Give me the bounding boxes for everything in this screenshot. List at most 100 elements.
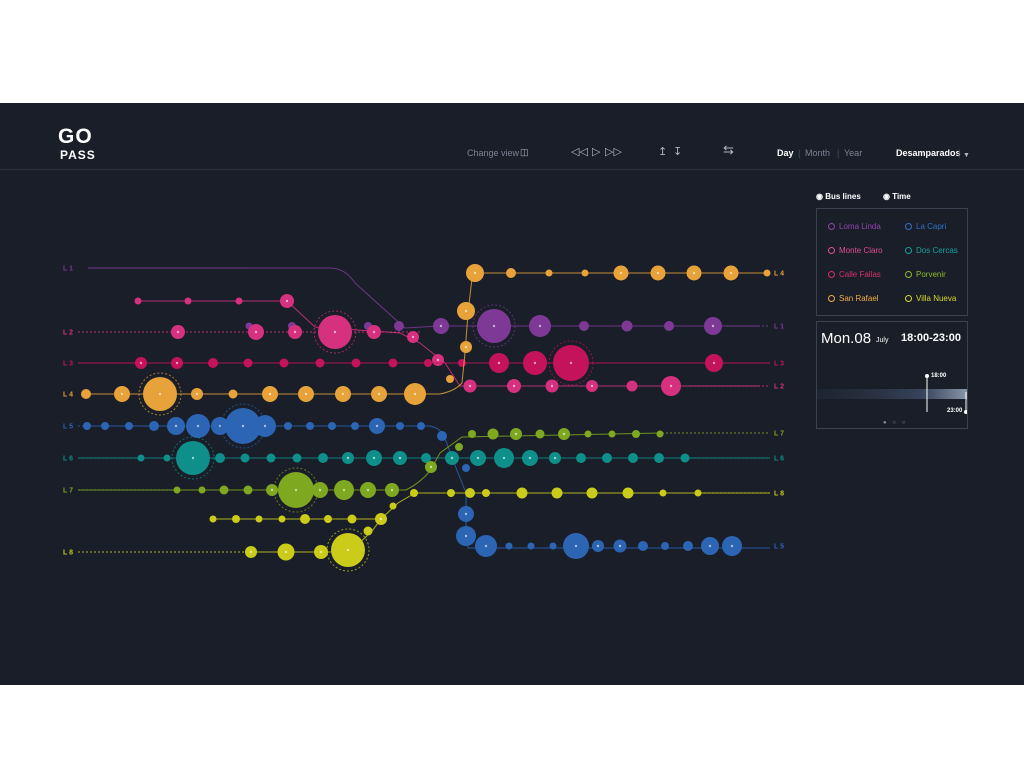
bus-stop — [446, 375, 454, 383]
route-line — [138, 300, 760, 387]
bus-stop — [394, 321, 404, 331]
stop-center — [429, 465, 433, 469]
bus-stop — [628, 453, 638, 463]
bus-stop — [215, 453, 225, 463]
logo-go: GO — [58, 125, 93, 148]
stop-center — [553, 456, 557, 460]
bus-stop — [465, 488, 475, 498]
bus-stop — [468, 430, 476, 438]
line-label-right: L 5 — [774, 544, 784, 551]
change-view-button[interactable]: Change view — [467, 148, 520, 158]
stop-center — [293, 330, 297, 334]
stop-center — [304, 392, 308, 396]
stop-halo — [472, 304, 516, 348]
legend-item[interactable]: Loma Linda — [828, 222, 881, 231]
legend-item[interactable]: Calle Fallas — [828, 270, 881, 279]
stop-center — [346, 548, 350, 552]
period-year[interactable]: Year — [844, 148, 863, 158]
time-start-dot — [925, 374, 929, 378]
bus-stop — [228, 389, 238, 399]
route-line — [78, 432, 663, 491]
legend-item[interactable]: Dos Cercas — [905, 246, 958, 255]
bus-stop — [608, 430, 616, 438]
stop-center — [528, 456, 532, 460]
bus-stop — [421, 453, 431, 463]
bus-stop — [410, 489, 418, 497]
stop-halo — [326, 528, 370, 572]
stop-center — [476, 456, 480, 460]
bus-stop — [654, 453, 664, 463]
bus-stop — [292, 453, 302, 463]
stop-halo — [171, 436, 215, 480]
line-label-left: L 5 — [63, 424, 73, 431]
bus-stop — [184, 297, 192, 305]
play-icon[interactable]: ▷ — [592, 146, 601, 158]
bus-stop — [527, 542, 535, 550]
route-line — [88, 267, 760, 329]
stop-center — [158, 392, 162, 396]
bus-stop — [417, 422, 425, 430]
bus-stop — [763, 269, 771, 277]
legend-item[interactable]: Monte Claro — [828, 246, 883, 255]
legend-item[interactable]: Villa Nueva — [905, 294, 956, 303]
stop-center — [284, 550, 288, 554]
location-select[interactable]: Desamparados — [896, 148, 961, 158]
time-activity-band — [817, 389, 967, 399]
legend-item[interactable]: San Rafael — [828, 294, 879, 303]
bus-stop — [638, 541, 648, 551]
stop-center — [411, 335, 415, 339]
period-month[interactable]: Month — [805, 148, 831, 158]
bus-stop — [198, 486, 206, 494]
stop-center — [730, 544, 734, 548]
stop-halo — [138, 372, 182, 416]
swap-icon[interactable]: ⇆ — [723, 142, 734, 157]
stop-center — [618, 544, 622, 548]
bus-stop — [328, 422, 336, 430]
stop-center — [390, 488, 394, 492]
bus-stop — [659, 489, 667, 497]
line-label-left: L 2 — [63, 330, 73, 337]
stop-center — [538, 324, 542, 328]
rewind-icon[interactable]: ◁◁ — [571, 146, 588, 158]
stop-center — [619, 271, 623, 275]
stop-center — [439, 324, 443, 328]
bus-stop — [137, 454, 145, 462]
bus-stop — [363, 526, 373, 536]
period-day[interactable]: Day — [777, 148, 794, 158]
legend-item[interactable]: La Capri — [905, 222, 946, 231]
stop-center — [468, 384, 472, 388]
legend-dot-icon — [828, 271, 835, 279]
stop-center — [270, 488, 274, 492]
upload-icon[interactable]: ↥ — [658, 146, 668, 158]
bus-stop — [602, 453, 612, 463]
bus-stop — [232, 515, 240, 523]
line-label-right: L 4 — [774, 271, 784, 278]
bus-stop — [487, 428, 499, 440]
pager-dots[interactable]: ● ○ ○ — [883, 420, 908, 426]
change-view-icon[interactable]: ◫ — [520, 147, 529, 157]
time-slider[interactable] — [817, 362, 967, 422]
stop-center — [590, 384, 594, 388]
stop-center — [464, 345, 468, 349]
stop-center — [120, 392, 124, 396]
stop-center — [319, 550, 323, 554]
stop-center — [375, 424, 379, 428]
fast-forward-icon[interactable]: ▷▷ — [605, 146, 622, 158]
legend-item[interactable]: Porvenir — [905, 270, 946, 279]
stop-center — [342, 488, 346, 492]
chevron-down-icon[interactable]: ▼ — [963, 152, 970, 159]
download-icon[interactable]: ↧ — [673, 146, 683, 158]
tab-bus-lines[interactable]: ◉ Bus lines — [816, 192, 861, 201]
legend-dot-icon — [905, 223, 912, 231]
stop-center — [729, 271, 733, 275]
tab-time[interactable]: ◉ Time — [883, 192, 911, 201]
bus-stop — [388, 358, 398, 368]
bus-stop — [551, 487, 563, 499]
legend-dot-icon — [905, 271, 912, 279]
time-start-label: 18:00 — [931, 373, 947, 379]
bus-stop — [351, 422, 359, 430]
bus-stop — [318, 453, 328, 463]
stop-center — [285, 299, 289, 303]
line-label-left: L 7 — [63, 488, 73, 495]
stop-center — [195, 392, 199, 396]
